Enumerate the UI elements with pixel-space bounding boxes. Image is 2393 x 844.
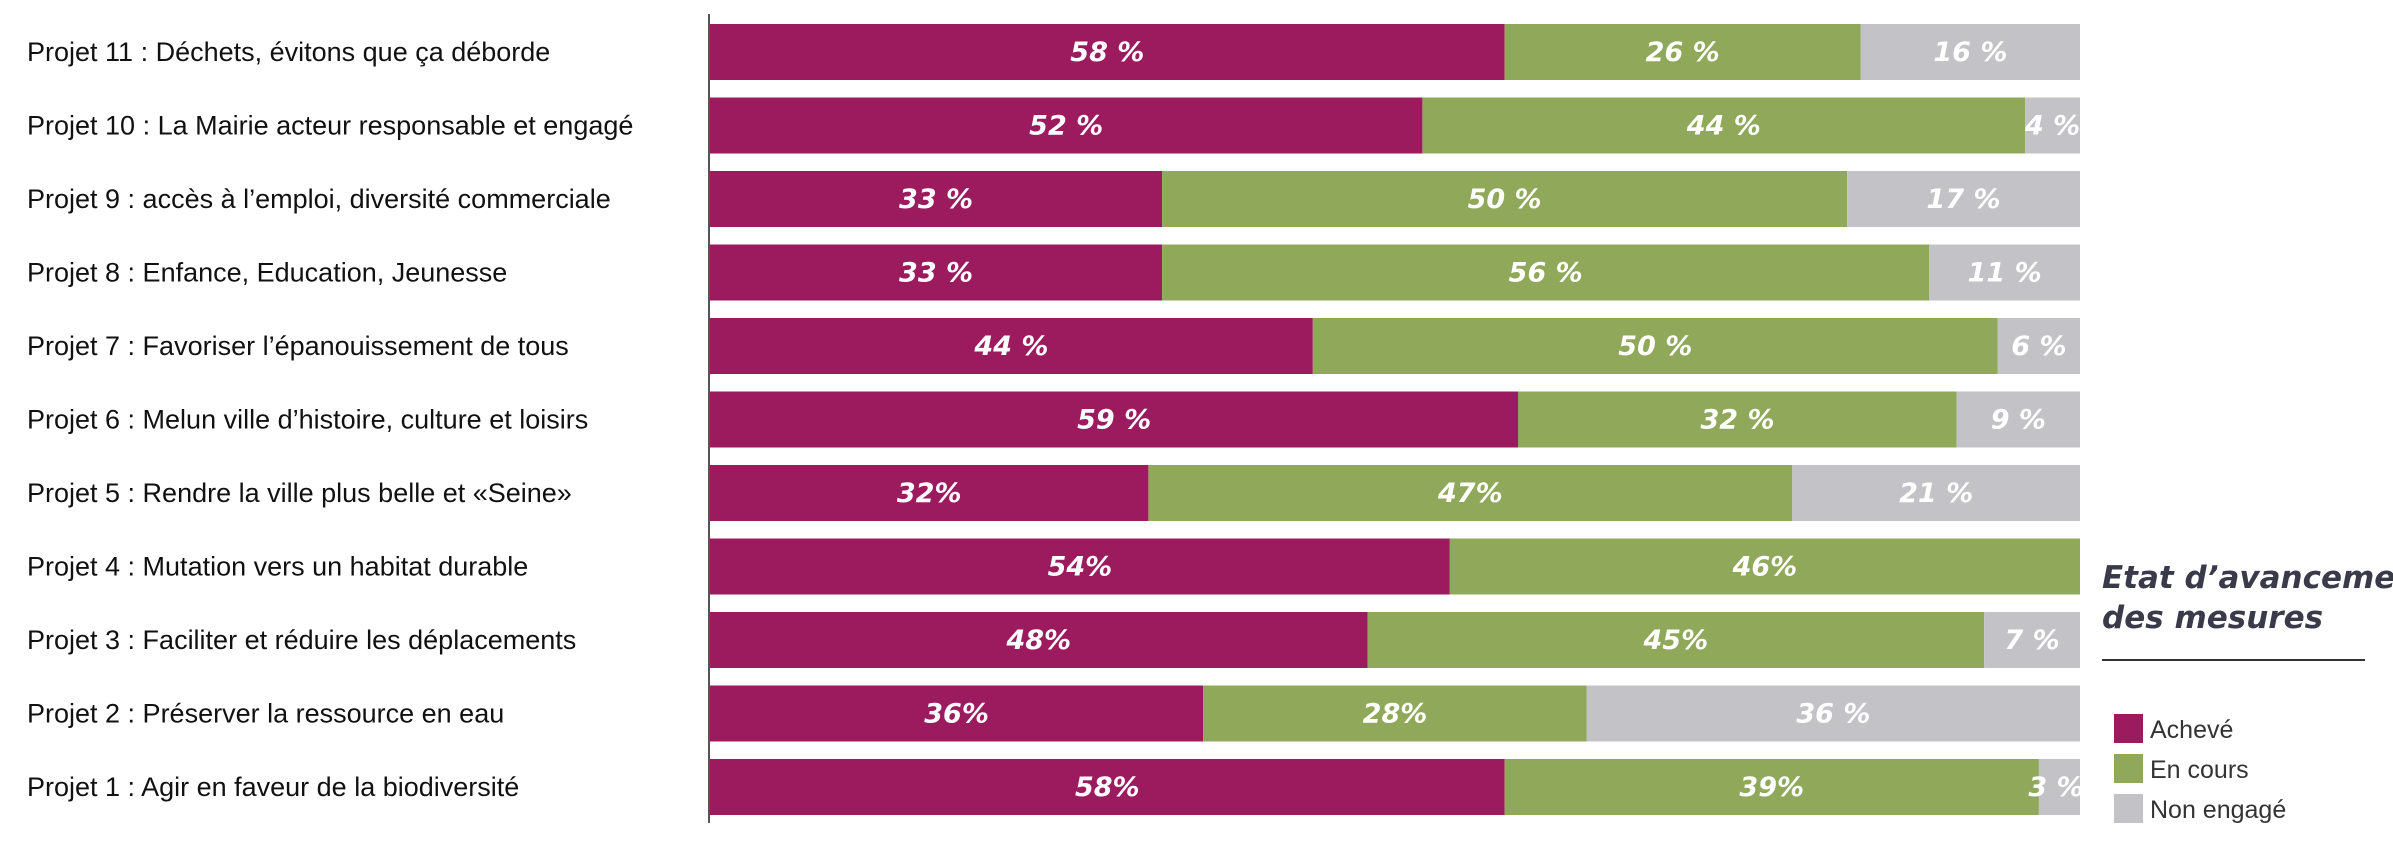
legend: Etat d’avancement des mesures Achevé En … (2102, 560, 2393, 824)
value-label-not-engaged: 7 % (2004, 625, 2059, 656)
value-label-achieved: 52 % (1029, 111, 1103, 142)
bar-segment-in-progress (1162, 244, 1930, 301)
value-label-in-progress: 28% (1363, 699, 1428, 730)
bar-segment-in-progress (1518, 391, 1957, 448)
bar-segment-achieved (710, 97, 1423, 154)
bar-segment-not-engaged (2025, 97, 2080, 154)
bar-segment-achieved (710, 538, 1450, 595)
value-label-achieved: 32% (897, 478, 962, 509)
bar-segment-achieved (710, 244, 1163, 301)
bar-segment-achieved (710, 612, 1368, 668)
value-label-in-progress: 56 % (1509, 258, 1583, 289)
value-label-in-progress: 46% (1732, 552, 1798, 583)
bar-segment-not-engaged (2038, 759, 2080, 815)
category-labels: Projet 11 : Déchets, évitons que ça débo… (27, 37, 633, 802)
value-label-in-progress: 32 % (1700, 405, 1774, 436)
category-label: Projet 10 : La Mairie acteur responsable… (27, 111, 633, 141)
bar-segment-in-progress (1504, 24, 1861, 80)
bar-segment-in-progress (1203, 685, 1587, 742)
bar-segment-achieved (710, 759, 1505, 815)
bar-segment-achieved (710, 465, 1149, 521)
legend-title-line2: des mesures (2102, 600, 2323, 636)
value-label-achieved: 54% (1048, 552, 1113, 583)
legend-title-line1: Etat d’avancement (2102, 560, 2393, 596)
category-label: Projet 7 : Favoriser l’épanouissement de… (27, 331, 569, 361)
value-label-achieved: 58 % (1070, 37, 1144, 68)
category-label: Projet 5 : Rendre la ville plus belle et… (27, 478, 572, 508)
legend-label-not-engaged: Non engagé (2150, 796, 2286, 824)
category-label: Projet 11 : Déchets, évitons que ça débo… (27, 37, 550, 67)
category-label: Projet 8 : Enfance, Education, Jeunesse (27, 258, 507, 288)
value-label-not-engaged: 36 % (1796, 699, 1870, 730)
value-label-achieved: 33 % (899, 258, 973, 289)
value-label-not-engaged: 9 % (1991, 405, 2046, 436)
value-label-in-progress: 26 % (1646, 37, 1720, 68)
bar-segment-achieved (710, 391, 1519, 448)
bar-segment-not-engaged (1847, 171, 2080, 227)
category-label: Projet 9 : accès à l’emploi, diversité c… (27, 184, 611, 214)
bar-segment-not-engaged (1984, 612, 2080, 668)
bar-segment-in-progress (1449, 538, 2080, 595)
value-label-in-progress: 45% (1643, 625, 1709, 656)
value-label-in-progress: 39% (1739, 772, 1804, 803)
legend-label-achieved: Achevé (2150, 716, 2233, 744)
bar-segment-not-engaged (1792, 465, 2080, 521)
category-label: Projet 3 : Faciliter et réduire les dépl… (27, 625, 576, 655)
bar-segment-achieved (710, 685, 1204, 742)
value-label-in-progress: 50 % (1468, 184, 1542, 215)
bar-segment-in-progress (1312, 318, 1998, 374)
value-labels: 58 % 26 % 16 % 52 % 44 % 4 % 33 % 50 % 17 % 33 % 5… (897, 37, 2084, 803)
category-label: Projet 4 : Mutation vers un habitat dura… (27, 552, 528, 582)
bar-segment-not-engaged (1956, 391, 2080, 448)
bar-segment-not-engaged (1860, 24, 2080, 80)
legend-label-in-progress: En cours (2150, 756, 2249, 784)
value-label-achieved: 36% (924, 699, 989, 730)
value-label-in-progress: 47% (1437, 478, 1503, 509)
category-label: Projet 1 : Agir en faveur de la biodiver… (27, 772, 519, 802)
value-label-achieved: 59 % (1077, 405, 1151, 436)
value-label-not-engaged: 6 % (2011, 331, 2066, 362)
value-label-not-engaged: 4 % (2024, 111, 2080, 142)
bar-segment-in-progress (1162, 171, 1848, 227)
legend-swatch-in-progress (2114, 754, 2143, 783)
value-label-not-engaged: 21 % (1899, 478, 1973, 509)
legend-swatch-achieved (2114, 714, 2143, 743)
bar-segment-not-engaged (1929, 244, 2080, 301)
value-label-achieved: 48% (1005, 625, 1071, 656)
bar-segment-achieved (710, 24, 1505, 80)
category-label: Projet 2 : Préserver la ressource en eau (27, 699, 504, 729)
legend-swatch-not-engaged (2114, 794, 2143, 823)
bar-segment-in-progress (1148, 465, 1793, 521)
bar-segment-not-engaged (1997, 318, 2080, 374)
bar-segment-achieved (710, 318, 1313, 374)
value-label-not-engaged: 17 % (1927, 184, 2001, 215)
bar-segment-achieved (710, 171, 1163, 227)
value-label-achieved: 58% (1075, 772, 1140, 803)
value-label-in-progress: 50 % (1618, 331, 1692, 362)
category-label: Projet 6 : Melun ville d’histoire, cultu… (27, 405, 588, 435)
bar-segment-in-progress (1504, 759, 2039, 815)
value-label-achieved: 44 % (973, 331, 1048, 362)
value-label-achieved: 33 % (899, 184, 973, 215)
value-label-in-progress: 44 % (1686, 111, 1761, 142)
bar-segment-in-progress (1422, 97, 2026, 154)
bar-segment-in-progress (1367, 612, 1985, 668)
value-label-not-engaged: 16 % (1933, 37, 2007, 68)
bars (710, 24, 2080, 815)
value-label-not-engaged: 11 % (1968, 258, 2042, 289)
value-label-not-engaged: 3 % (2028, 772, 2083, 803)
bar-segment-not-engaged (1586, 685, 2080, 742)
